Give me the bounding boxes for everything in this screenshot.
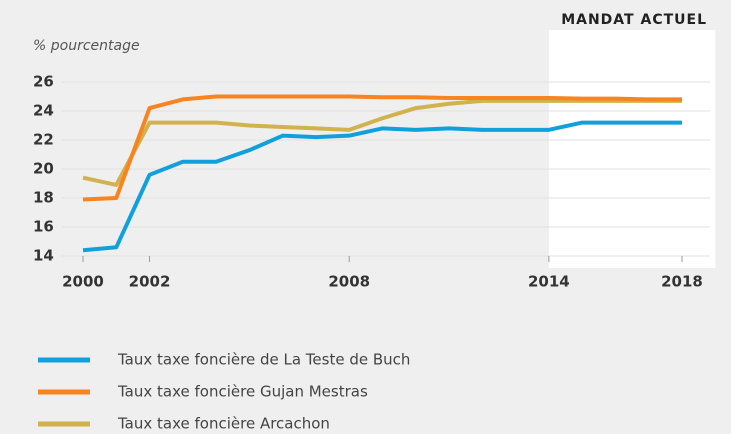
- x-tick-label: 2018: [661, 273, 703, 291]
- y-tick-label: 26: [33, 73, 54, 91]
- y-tick-label: 16: [33, 218, 54, 236]
- y-tick-label: 24: [33, 102, 54, 120]
- annotation: MANDAT ACTUEL: [561, 12, 707, 28]
- y-tick-label: 22: [33, 131, 54, 149]
- x-tick-label: 2008: [328, 273, 370, 291]
- y-tick-label: 20: [33, 160, 54, 178]
- series-line: [82, 120, 682, 253]
- highlight-region: [548, 30, 716, 268]
- legend-label: Taux taxe foncière Gujan Mestras: [117, 383, 368, 401]
- x-tick-label: 2014: [528, 273, 570, 291]
- x-tick-label: 2000: [62, 273, 104, 291]
- y-tick-label: 14: [33, 247, 54, 265]
- legend-label: Taux taxe foncière Arcachon: [117, 415, 330, 433]
- series-line: [82, 98, 682, 187]
- x-tick-label: 2002: [129, 273, 171, 291]
- y-axis-label: % pourcentage: [33, 38, 140, 54]
- legend-label: Taux taxe foncière de La Teste de Buch: [117, 351, 410, 369]
- series-line: [82, 94, 682, 202]
- y-tick-label: 18: [33, 189, 54, 207]
